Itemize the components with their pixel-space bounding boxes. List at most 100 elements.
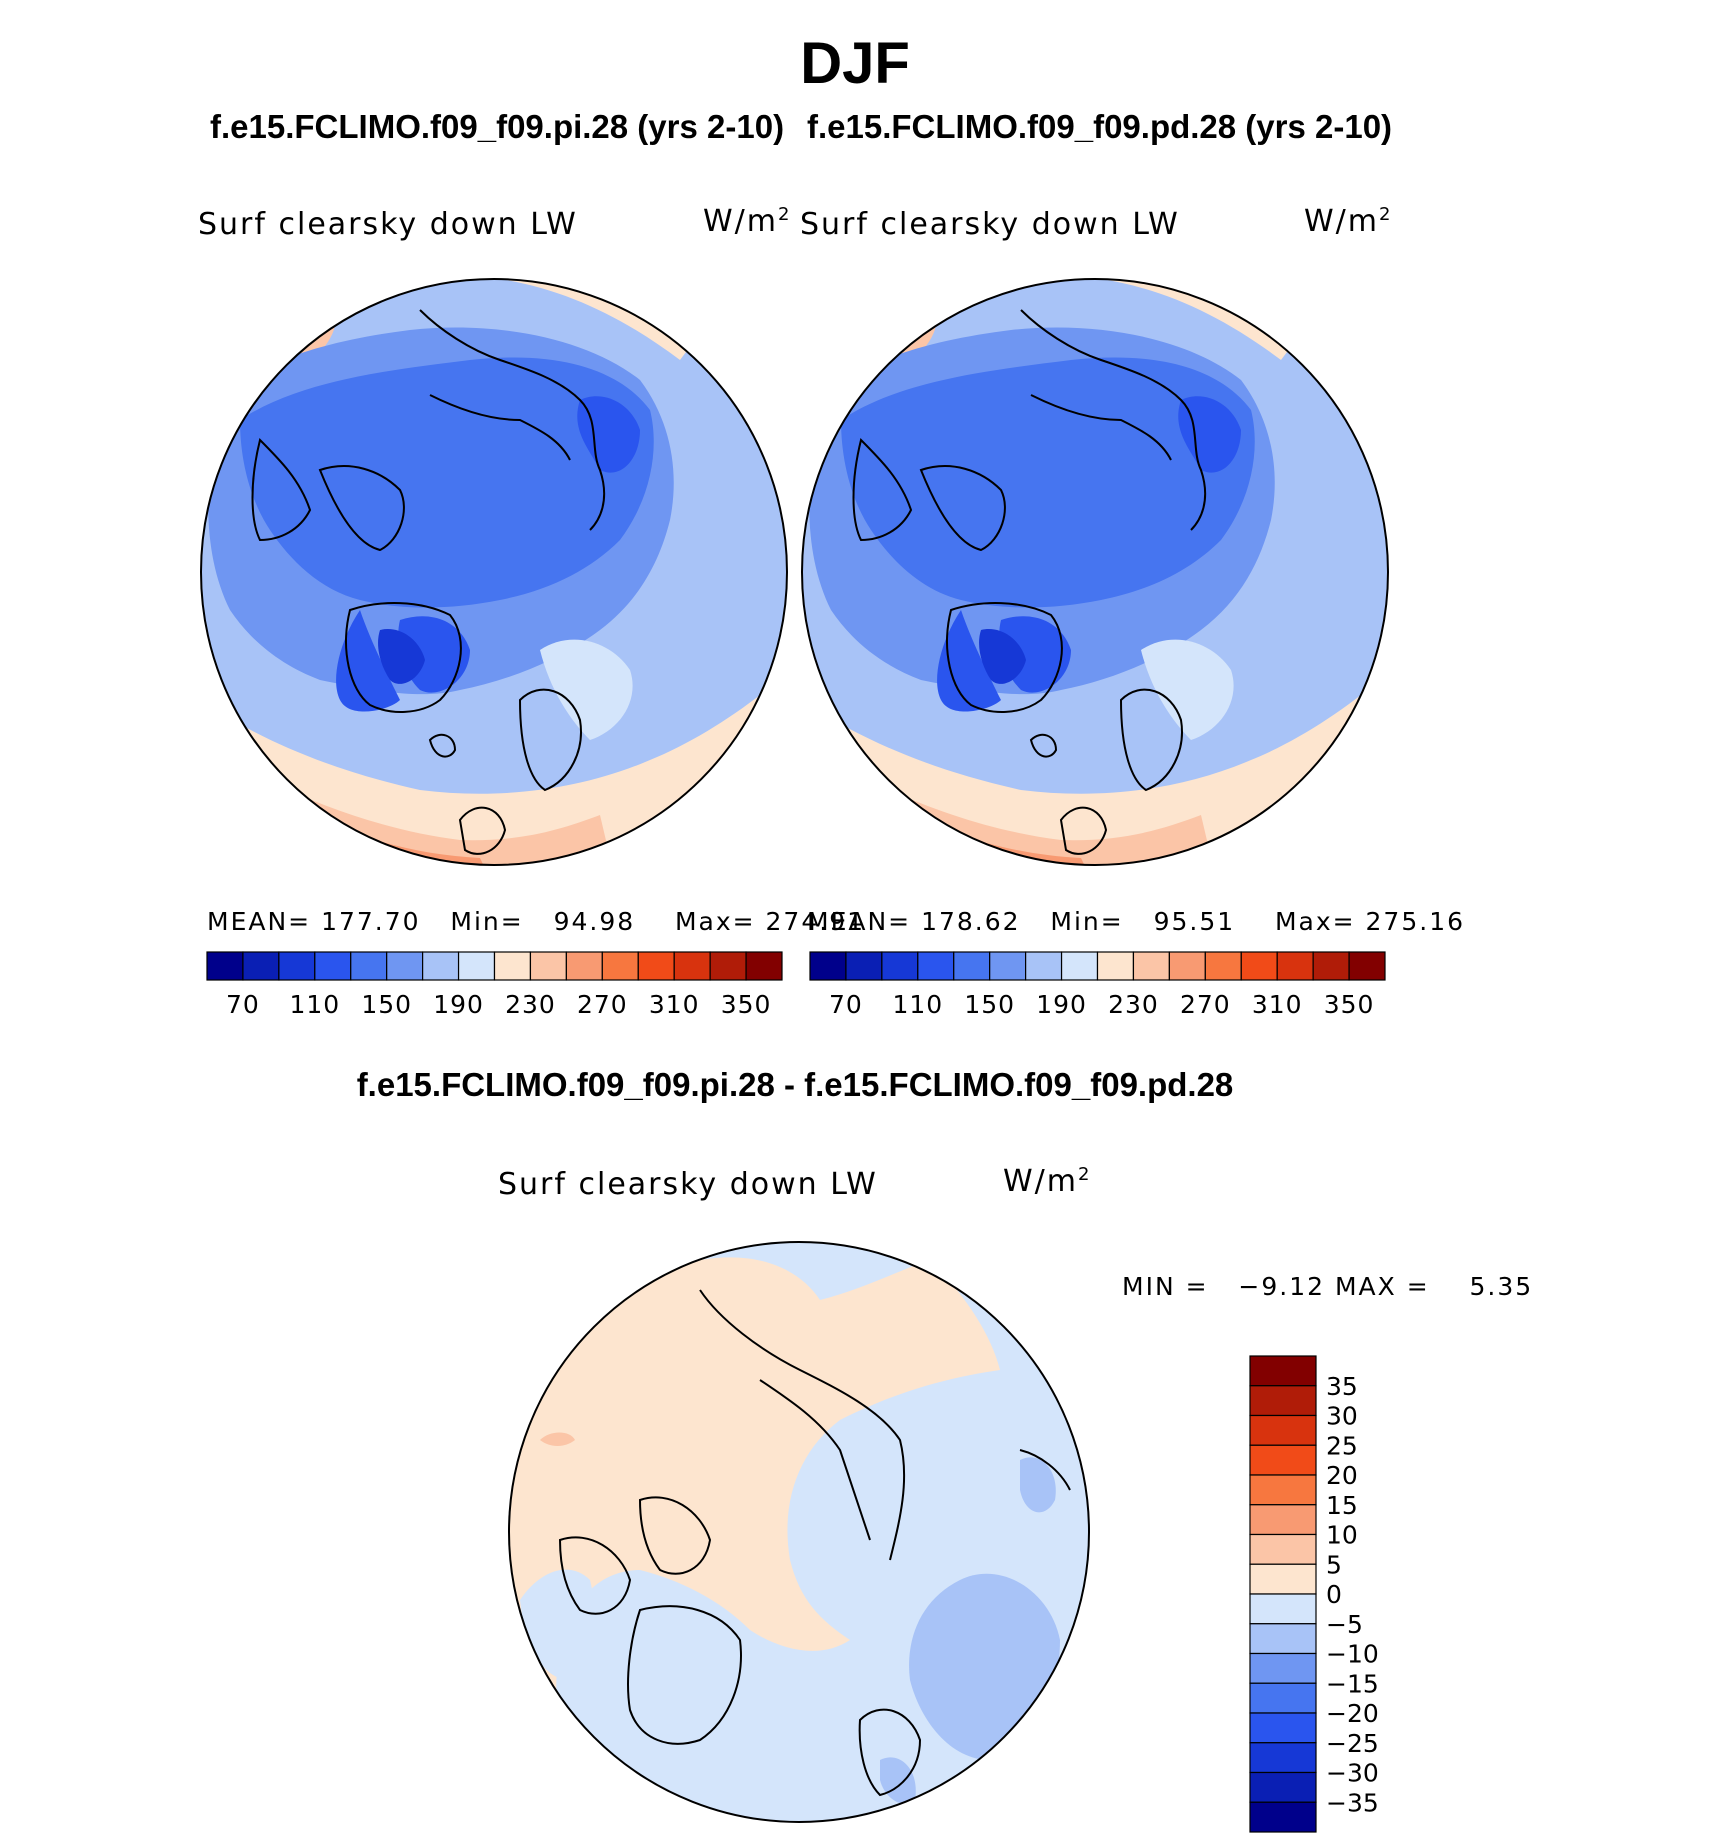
colorbar-pi-swatch bbox=[565, 951, 603, 981]
colorbar-pd-tick-label: 70 bbox=[829, 990, 863, 1019]
colorbar-pd: 70 110 150 190 230 270 310 350 bbox=[809, 951, 1386, 1019]
map-pi-coastlines bbox=[251, 309, 606, 855]
panel-pi-mean-label: MEAN= bbox=[207, 907, 312, 936]
panel-diff-units-base: W/m bbox=[1003, 1164, 1078, 1199]
colorbar-diff-swatch bbox=[1249, 1623, 1317, 1655]
panel-pi-max-value: 274.91 bbox=[765, 907, 866, 936]
colorbar-pi-swatch bbox=[457, 951, 496, 981]
colorbar-diff-tick-label: 20 bbox=[1326, 1461, 1358, 1490]
panel-pd-max-label: Max= bbox=[1274, 907, 1356, 936]
panel-diff-stats: MIN = −9.12 MAX = 5.35 bbox=[1122, 1272, 1533, 1301]
map-pd-border bbox=[801, 278, 1389, 866]
colorbar-diff-swatch bbox=[1249, 1593, 1317, 1625]
colorbar-pi-tick-label: 310 bbox=[649, 990, 700, 1019]
colorbar-pd-swatch bbox=[881, 951, 919, 981]
colorbar-pd-swatch bbox=[1168, 951, 1206, 981]
map-pd-fill bbox=[802, 279, 1388, 865]
colorbar-pd-swatch bbox=[1240, 951, 1278, 981]
colorbar-pd-tick-label: 110 bbox=[892, 990, 943, 1019]
colorbar-pd-swatch bbox=[989, 951, 1027, 981]
colorbar-diff-swatch bbox=[1249, 1533, 1317, 1565]
colorbar-pi-swatch bbox=[673, 951, 711, 981]
colorbar-diff-tick-label: −20 bbox=[1326, 1699, 1379, 1728]
colorbar-diff-swatch bbox=[1249, 1742, 1317, 1774]
panel-diff-units: W/m2 bbox=[1003, 1164, 1091, 1199]
colorbar-pi-swatch bbox=[493, 951, 532, 981]
panel-pd-mean-value: 178.62 bbox=[921, 907, 1021, 936]
colorbar-diff-swatch bbox=[1249, 1355, 1317, 1387]
colorbar-diff-swatch bbox=[1249, 1563, 1317, 1595]
panel-pi-variable-label: Surf clearsky down LW bbox=[198, 207, 578, 242]
panel-pd-stats: MEAN= 178.62 Min= 95.51 Max= 275.16 bbox=[807, 907, 1465, 936]
colorbar-pi-tick-label: 190 bbox=[433, 990, 484, 1019]
colorbar-pd-swatch bbox=[1348, 951, 1386, 981]
colorbar-pi: 70 110 150 190 230 270 310 350 bbox=[206, 951, 783, 1019]
map-pi bbox=[201, 279, 787, 865]
colorbar-diff-tick-label: −30 bbox=[1326, 1759, 1379, 1788]
colorbar-pd-swatch bbox=[1276, 951, 1314, 981]
panel-diff-max-value: 5.35 bbox=[1469, 1272, 1534, 1301]
panel-pd-mean-label: MEAN= bbox=[807, 907, 912, 936]
map-pd-coastlines bbox=[852, 309, 1207, 855]
colorbar-pi-tick-label: 150 bbox=[361, 990, 412, 1019]
colorbar-pi-swatch bbox=[637, 951, 675, 981]
panel-pd-max-value: 275.16 bbox=[1365, 907, 1466, 936]
colorbar-pd-swatch bbox=[1060, 951, 1099, 981]
colorbar-diff-swatch bbox=[1249, 1414, 1317, 1446]
panel-pd-units-base: W/m bbox=[1304, 204, 1379, 239]
colorbar-diff-tick-label: −15 bbox=[1326, 1669, 1379, 1698]
panel-pd-units: W/m2 bbox=[1304, 204, 1392, 239]
panel-pi-units-base: W/m bbox=[703, 204, 778, 239]
colorbar-diff-tick-label: −5 bbox=[1326, 1610, 1363, 1639]
colorbar-pd-tick-label: 230 bbox=[1108, 990, 1159, 1019]
panel-pi-stats: MEAN= 177.70 Min= 94.98 Max= 274.91 bbox=[207, 907, 865, 936]
panel-pi-units: W/m2 bbox=[703, 204, 791, 239]
panel-diff-min-label: MIN = bbox=[1122, 1272, 1209, 1301]
colorbar-diff-swatch bbox=[1249, 1385, 1317, 1417]
colorbar-diff-swatch bbox=[1249, 1504, 1317, 1536]
panel-pd-min-label: Min= bbox=[1050, 907, 1124, 936]
panel-diff-variable-label: Surf clearsky down LW bbox=[498, 1167, 878, 1202]
colorbar-pi-tick-label: 110 bbox=[289, 990, 340, 1019]
colorbar-pd-swatch bbox=[1312, 951, 1350, 981]
panel-diff-min-value: −9.12 bbox=[1238, 1272, 1326, 1301]
colorbar-pi-swatch bbox=[745, 951, 783, 981]
colorbar-diff-tick-label: 0 bbox=[1326, 1580, 1342, 1609]
diff-title: f.e15.FCLIMO.f09_f09.pi.28 - f.e15.FCLIM… bbox=[356, 1066, 1234, 1103]
colorbar-pd-swatch bbox=[1096, 951, 1135, 981]
colorbar-diff-swatch bbox=[1249, 1712, 1317, 1744]
colorbar-pd-tick-label: 150 bbox=[964, 990, 1015, 1019]
colorbar-pi-tick-label: 270 bbox=[577, 990, 628, 1019]
colorbar-diff-tick-label: 10 bbox=[1326, 1521, 1358, 1550]
colorbar-pi-tick-label: 350 bbox=[721, 990, 772, 1019]
colorbar-diff-tick-label: −25 bbox=[1326, 1729, 1379, 1758]
colorbar-diff-swatch bbox=[1249, 1474, 1317, 1506]
season-title: DJF bbox=[800, 31, 910, 96]
colorbar-pi-swatch bbox=[206, 951, 244, 981]
colorbar-diff-swatch bbox=[1249, 1682, 1317, 1714]
colorbar-pi-swatch bbox=[350, 951, 388, 981]
colorbar-pi-swatch bbox=[242, 951, 280, 981]
panel-pi-min-value: 94.98 bbox=[553, 907, 636, 936]
colorbar-pi-swatch bbox=[278, 951, 316, 981]
panel-pd-variable-label: Surf clearsky down LW bbox=[800, 207, 1180, 242]
colorbar-pd-swatch bbox=[1204, 951, 1242, 981]
colorbar-diff-tick-label: 15 bbox=[1326, 1491, 1358, 1520]
colorbar-pi-swatch bbox=[386, 951, 424, 981]
colorbar-pi-tick-label: 230 bbox=[505, 990, 556, 1019]
colorbar-pd-swatch bbox=[1025, 951, 1063, 981]
colorbar-pd-tick-label: 190 bbox=[1036, 990, 1087, 1019]
panel-pi-min-label: Min= bbox=[450, 907, 524, 936]
map-pd bbox=[802, 279, 1388, 865]
colorbar-pd-swatch bbox=[917, 951, 955, 981]
panel-pd-min-value: 95.51 bbox=[1153, 907, 1236, 936]
panel-pi-units-exp: 2 bbox=[778, 204, 792, 225]
colorbar-diff-tick-label: 30 bbox=[1326, 1402, 1358, 1431]
colorbar-pi-swatch bbox=[314, 951, 352, 981]
colorbar-pd-tick-label: 350 bbox=[1324, 990, 1375, 1019]
colorbar-diff-tick-label: 5 bbox=[1326, 1550, 1342, 1579]
colorbar-pi-swatch bbox=[601, 951, 639, 981]
panel-pd-units-exp: 2 bbox=[1379, 204, 1393, 225]
colorbar-pd-swatch bbox=[809, 951, 847, 981]
colorbar-diff-swatch bbox=[1249, 1444, 1317, 1476]
